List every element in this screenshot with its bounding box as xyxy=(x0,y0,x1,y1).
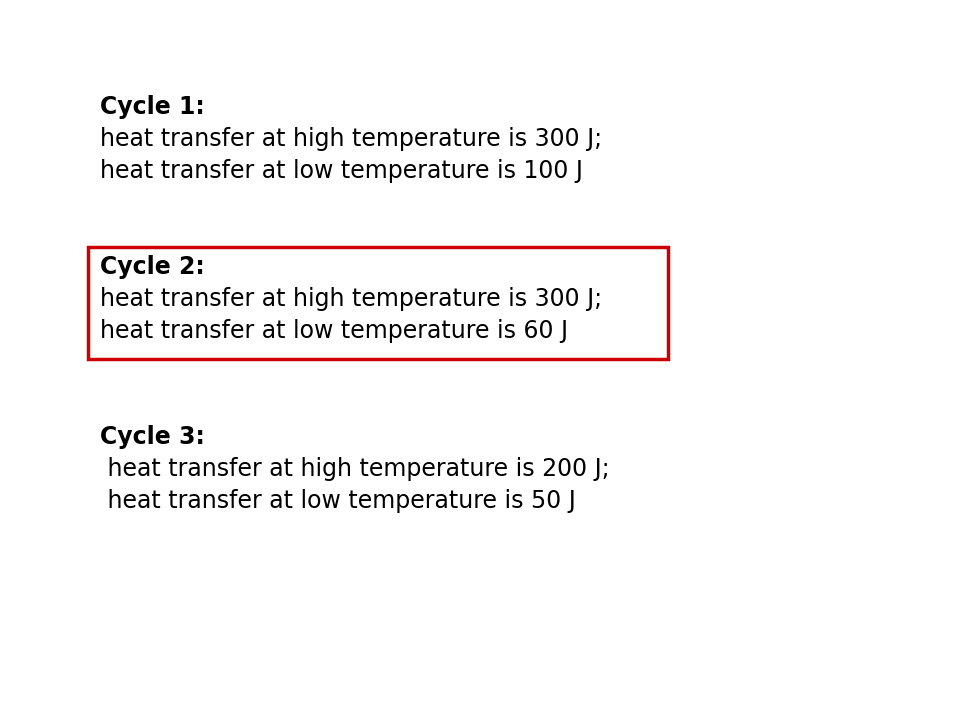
Text: heat transfer at high temperature is 300 J;: heat transfer at high temperature is 300… xyxy=(100,127,602,151)
Text: Cycle 2:: Cycle 2: xyxy=(100,255,204,279)
Text: Cycle 3:: Cycle 3: xyxy=(100,425,204,449)
Text: heat transfer at low temperature is 100 J: heat transfer at low temperature is 100 … xyxy=(100,159,583,183)
Text: Cycle 1:: Cycle 1: xyxy=(100,95,204,119)
Bar xyxy=(88,247,668,359)
Text: heat transfer at low temperature is 50 J: heat transfer at low temperature is 50 J xyxy=(100,489,576,513)
Text: heat transfer at low temperature is 60 J: heat transfer at low temperature is 60 J xyxy=(100,319,568,343)
Text: heat transfer at high temperature is 200 J;: heat transfer at high temperature is 200… xyxy=(100,457,610,481)
Text: heat transfer at high temperature is 300 J;: heat transfer at high temperature is 300… xyxy=(100,287,602,311)
